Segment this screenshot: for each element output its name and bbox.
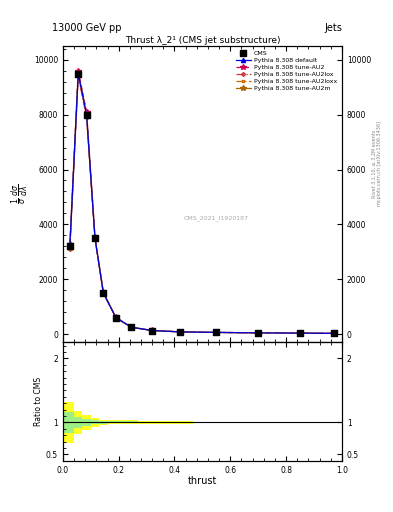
Pythia 8.308 tune-AU2 (214, 329, 219, 335)
Pythia 8.308 tune-AU2lox (178, 329, 182, 335)
Pythia 8.308 tune-AU2lox (84, 114, 89, 120)
Pythia 8.308 tune-AU2lox (76, 73, 81, 79)
Pythia 8.308 tune-AU2m (76, 71, 81, 77)
Pythia 8.308 tune-AU2loxx (101, 290, 106, 296)
Pythia 8.308 default (76, 71, 81, 77)
Point (331, 329, 337, 337)
Pythia 8.308 tune-AU2m (150, 328, 154, 334)
Point (149, 327, 155, 335)
Pythia 8.308 default (331, 330, 336, 336)
Pythia 8.308 tune-AU2m (114, 314, 118, 321)
Pythia 8.308 tune-AU2lox (93, 236, 97, 242)
Point (92, 234, 98, 242)
Point (177, 328, 183, 336)
Pythia 8.308 default (214, 329, 219, 335)
Pythia 8.308 tune-AU2lox (129, 324, 134, 330)
Pythia 8.308 tune-AU2 (101, 289, 106, 295)
Pythia 8.308 tune-AU2loxx (256, 330, 261, 336)
Text: mcplots.cern.ch [arXiv:1306.3436]: mcplots.cern.ch [arXiv:1306.3436] (377, 121, 382, 206)
Pythia 8.308 tune-AU2loxx (298, 330, 303, 336)
Pythia 8.308 tune-AU2loxx (84, 110, 89, 116)
Pythia 8.308 tune-AU2 (178, 329, 182, 335)
Point (213, 328, 220, 336)
Pythia 8.308 tune-AU2 (129, 324, 134, 330)
Text: Rivet 3.1.10, ≥ 3.2M events: Rivet 3.1.10, ≥ 3.2M events (372, 130, 376, 198)
Text: CMS_2021_I1920187: CMS_2021_I1920187 (184, 215, 249, 221)
X-axis label: thrust: thrust (188, 476, 217, 486)
Pythia 8.308 tune-AU2 (114, 314, 118, 321)
Line: Pythia 8.308 default: Pythia 8.308 default (68, 72, 336, 335)
Point (113, 313, 119, 322)
Pythia 8.308 default (298, 330, 303, 336)
Pythia 8.308 tune-AU2loxx (178, 329, 182, 335)
Pythia 8.308 tune-AU2m (129, 324, 134, 330)
Title: Thrust λ_2¹ (CMS jet substructure): Thrust λ_2¹ (CMS jet substructure) (125, 36, 280, 45)
Line: Pythia 8.308 tune-AU2lox: Pythia 8.308 tune-AU2lox (68, 75, 335, 335)
Pythia 8.308 tune-AU2loxx (150, 327, 154, 333)
Line: Pythia 8.308 tune-AU2loxx: Pythia 8.308 tune-AU2loxx (68, 71, 335, 335)
Pythia 8.308 tune-AU2 (256, 330, 261, 336)
Pythia 8.308 default (101, 290, 106, 296)
Pythia 8.308 tune-AU2lox (298, 330, 303, 336)
Pythia 8.308 tune-AU2m (68, 245, 72, 251)
Point (100, 289, 107, 297)
Pythia 8.308 default (68, 243, 72, 249)
Pythia 8.308 tune-AU2lox (101, 290, 106, 296)
Pythia 8.308 tune-AU2lox (331, 330, 336, 336)
Pythia 8.308 tune-AU2lox (114, 315, 118, 321)
Pythia 8.308 tune-AU2m (84, 112, 89, 118)
Pythia 8.308 tune-AU2 (331, 330, 336, 336)
Line: Pythia 8.308 tune-AU2: Pythia 8.308 tune-AU2 (67, 68, 336, 336)
Y-axis label: Ratio to CMS: Ratio to CMS (34, 377, 43, 426)
Pythia 8.308 tune-AU2 (150, 327, 154, 333)
Pythia 8.308 tune-AU2loxx (93, 234, 97, 241)
Point (75, 70, 81, 78)
Pythia 8.308 tune-AU2m (101, 290, 106, 296)
Pythia 8.308 tune-AU2lox (68, 246, 72, 252)
Pythia 8.308 tune-AU2 (84, 109, 89, 115)
Pythia 8.308 tune-AU2m (178, 329, 182, 335)
Legend: CMS, Pythia 8.308 default, Pythia 8.308 tune-AU2, Pythia 8.308 tune-AU2lox, Pyth: CMS, Pythia 8.308 default, Pythia 8.308 … (234, 49, 339, 93)
Text: Jets: Jets (324, 23, 342, 33)
Text: 13000 GeV pp: 13000 GeV pp (52, 23, 121, 33)
Pythia 8.308 tune-AU2loxx (68, 242, 72, 248)
Pythia 8.308 tune-AU2loxx (114, 314, 118, 321)
Pythia 8.308 tune-AU2loxx (76, 69, 81, 75)
Y-axis label: $\frac{1}{\sigma}\,\frac{d\sigma}{d\lambda}$: $\frac{1}{\sigma}\,\frac{d\sigma}{d\lamb… (9, 184, 31, 204)
Pythia 8.308 tune-AU2lox (256, 330, 261, 336)
Point (255, 329, 261, 337)
Pythia 8.308 tune-AU2lox (214, 329, 219, 335)
Pythia 8.308 tune-AU2m (331, 330, 336, 336)
Point (297, 329, 303, 337)
Pythia 8.308 default (114, 314, 118, 321)
Pythia 8.308 tune-AU2m (256, 330, 261, 336)
Pythia 8.308 default (256, 330, 261, 336)
Line: Pythia 8.308 tune-AU2m: Pythia 8.308 tune-AU2m (67, 71, 336, 336)
Pythia 8.308 tune-AU2loxx (129, 324, 134, 330)
Pythia 8.308 tune-AU2loxx (214, 329, 219, 335)
Pythia 8.308 tune-AU2m (298, 330, 303, 336)
Pythia 8.308 default (84, 112, 89, 118)
Pythia 8.308 default (150, 328, 154, 334)
Pythia 8.308 default (129, 324, 134, 330)
Point (83, 111, 90, 119)
Pythia 8.308 tune-AU2m (214, 329, 219, 335)
Pythia 8.308 tune-AU2 (93, 233, 97, 240)
Pythia 8.308 default (93, 235, 97, 241)
Pythia 8.308 tune-AU2 (298, 330, 303, 336)
Point (128, 323, 134, 331)
Pythia 8.308 default (178, 329, 182, 335)
Pythia 8.308 tune-AU2 (76, 68, 81, 74)
Pythia 8.308 tune-AU2m (93, 234, 97, 241)
Pythia 8.308 tune-AU2lox (150, 328, 154, 334)
Point (67, 242, 73, 250)
Pythia 8.308 tune-AU2 (68, 241, 72, 247)
Pythia 8.308 tune-AU2loxx (331, 330, 336, 336)
